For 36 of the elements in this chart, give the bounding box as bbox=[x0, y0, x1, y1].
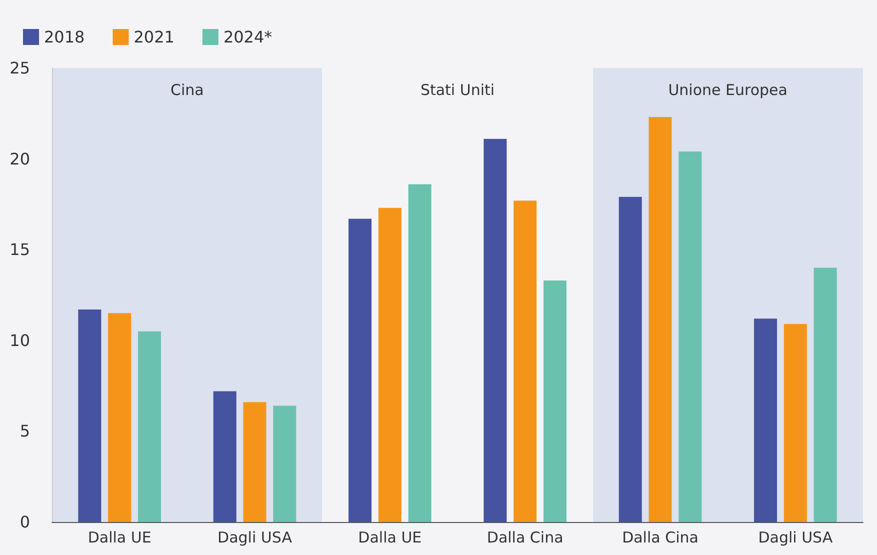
x-tick-label: Dagli USA bbox=[758, 528, 834, 546]
legend-label: 2024* bbox=[223, 28, 272, 46]
bar bbox=[243, 402, 266, 522]
y-tick-label: 20 bbox=[10, 149, 30, 168]
bar bbox=[618, 196, 642, 522]
annotation: Stati Uniti bbox=[420, 81, 495, 99]
annotation: Cina bbox=[170, 81, 204, 99]
bar bbox=[348, 218, 372, 522]
bar bbox=[648, 117, 672, 522]
y-tick-label: 10 bbox=[10, 330, 30, 350]
bar bbox=[543, 280, 566, 522]
x-tick-label: Dalla UE bbox=[88, 528, 152, 546]
y-tick-label: 15 bbox=[10, 240, 30, 260]
annotation: Unione Europea bbox=[668, 81, 788, 99]
bar bbox=[378, 208, 402, 522]
legend-label: 2018 bbox=[44, 28, 85, 46]
y-tick-label: 0 bbox=[20, 512, 30, 532]
bar bbox=[484, 138, 507, 522]
x-tick-label: Dagli USA bbox=[218, 528, 293, 546]
bar bbox=[213, 391, 236, 522]
bar bbox=[108, 313, 132, 522]
bar bbox=[784, 324, 807, 522]
legend-label: 2021 bbox=[134, 28, 174, 46]
bar bbox=[754, 318, 778, 522]
x-tick-label: Dalla Cina bbox=[486, 528, 564, 546]
bar bbox=[408, 184, 432, 522]
bar bbox=[273, 406, 296, 522]
y-tick-label: 5 bbox=[20, 422, 30, 441]
bar bbox=[814, 268, 837, 522]
bar bbox=[138, 331, 161, 522]
bar bbox=[678, 152, 702, 522]
bar bbox=[78, 310, 102, 522]
x-tick-label: Dalla UE bbox=[358, 528, 422, 546]
bar bbox=[514, 200, 537, 522]
y-tick-label: 25 bbox=[10, 58, 30, 78]
x-tick-label: Dalla Cina bbox=[622, 528, 698, 546]
